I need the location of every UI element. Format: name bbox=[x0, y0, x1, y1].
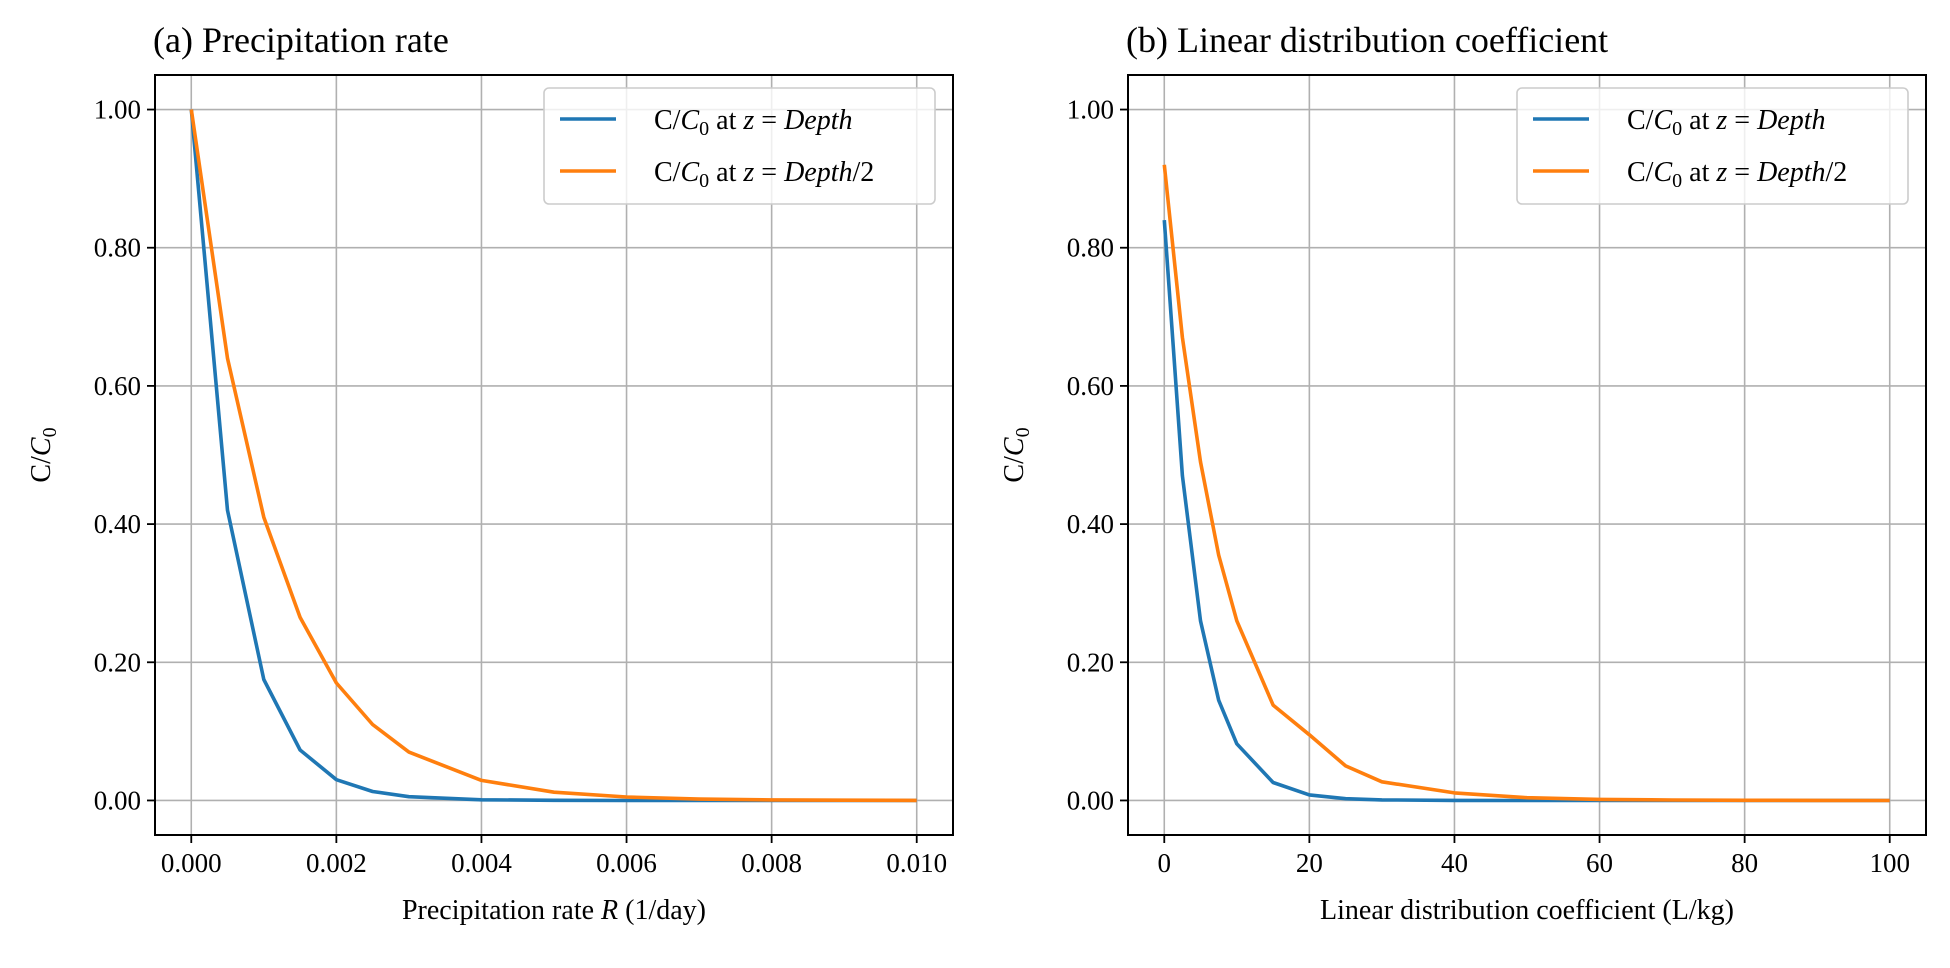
y-axis-label-var: C bbox=[26, 437, 57, 456]
legend-at: at bbox=[1682, 105, 1716, 136]
x-tick-label: 0.010 bbox=[886, 848, 947, 878]
legend-entry: C/C0 at z = Depth/2 bbox=[1627, 157, 1847, 192]
x-axis-label-main: Linear distribution coefficient (L/kg) bbox=[1320, 895, 1734, 926]
legend-entry: C/C0 at z = Depth/2 bbox=[654, 157, 874, 192]
series-line-half-depth bbox=[189, 109, 917, 803]
legend-sub: 0 bbox=[1672, 170, 1682, 192]
legend-eq: = bbox=[754, 105, 784, 136]
legend-var: C bbox=[1653, 157, 1672, 188]
legend-at: at bbox=[709, 157, 743, 188]
x-axis-label: Precipitation rate R (1/day) bbox=[402, 895, 706, 926]
y-axis-label-var: C bbox=[999, 437, 1030, 456]
x-tick-label: 80 bbox=[1731, 848, 1758, 878]
y-tick-label: 0.20 bbox=[94, 647, 141, 677]
series-line-depth bbox=[1162, 219, 1890, 803]
legend-suffix: /2 bbox=[853, 157, 875, 188]
legend-sub: 0 bbox=[699, 118, 709, 140]
legend-c: C/ bbox=[654, 157, 681, 188]
legend-entry: C/C0 at z = Depth bbox=[654, 105, 853, 140]
y-tick-label: 1.00 bbox=[94, 95, 141, 125]
panel-a: 0.000 0.002 0.004 0.006 0.008 0.010 0.00 0.20 0.… bbox=[26, 20, 954, 926]
legend-loc: Depth bbox=[783, 105, 852, 136]
axes-frame bbox=[1127, 74, 1927, 836]
x-axis-label-main: Precipitation rate bbox=[402, 895, 601, 926]
y-axis-label-c: C/ bbox=[26, 456, 57, 483]
legend-c: C/ bbox=[654, 105, 681, 136]
x-tick-label: 0.000 bbox=[161, 848, 222, 878]
panel-b: 0 20 40 60 80 100 0.00 0.20 0.40 0.60 0.80 1.00 (b) … bbox=[999, 20, 1927, 926]
x-tick-label: 60 bbox=[1586, 848, 1613, 878]
y-tick-label: 0.80 bbox=[94, 233, 141, 263]
legend-at: at bbox=[1682, 157, 1716, 188]
legend-loc: Depth bbox=[783, 157, 852, 188]
y-tick-label: 0.80 bbox=[1067, 233, 1114, 263]
legend-c: C/ bbox=[1627, 157, 1654, 188]
legend-sub: 0 bbox=[699, 170, 709, 192]
y-axis-label-c: C/ bbox=[999, 456, 1030, 483]
series-line-depth bbox=[189, 109, 917, 803]
legend-z: z bbox=[1715, 157, 1727, 188]
y-axis-label-sub: 0 bbox=[39, 427, 61, 437]
legend-eq: = bbox=[1727, 105, 1757, 136]
x-axis-label: Linear distribution coefficient (L/kg) bbox=[1320, 895, 1734, 926]
x-axis-label-var: R bbox=[600, 895, 618, 926]
legend-box bbox=[543, 87, 936, 205]
y-axis-label: C/C0 bbox=[26, 427, 61, 482]
legend-box bbox=[1516, 87, 1909, 205]
y-axis-label: C/C0 bbox=[999, 427, 1034, 482]
x-axis-label-unit: (1/day) bbox=[618, 895, 706, 926]
y-tick-label: 0.60 bbox=[94, 371, 141, 401]
legend-eq: = bbox=[1727, 157, 1757, 188]
x-tick-label: 0.002 bbox=[306, 848, 367, 878]
legend-var: C bbox=[680, 105, 699, 136]
y-tick-label: 0.40 bbox=[94, 509, 141, 539]
legend-eq: = bbox=[754, 157, 784, 188]
y-tick-label: 1.00 bbox=[1067, 95, 1114, 125]
y-tick-label: 0.00 bbox=[1067, 785, 1114, 815]
y-tick-label: 0.60 bbox=[1067, 371, 1114, 401]
axes-frame bbox=[154, 74, 954, 836]
chart-title: (b) Linear distribution coefficient bbox=[1126, 20, 1608, 60]
x-tick-label: 0 bbox=[1158, 848, 1172, 878]
legend-c: C/ bbox=[1627, 105, 1654, 136]
y-tick-label: 0.20 bbox=[1067, 647, 1114, 677]
series-line-half-depth bbox=[1162, 164, 1890, 803]
x-tick-label: 100 bbox=[1869, 848, 1910, 878]
legend-entry: C/C0 at z = Depth bbox=[1627, 105, 1826, 140]
x-tick-label: 0.004 bbox=[451, 848, 512, 878]
legend-z: z bbox=[742, 157, 754, 188]
chart-title: (a) Precipitation rate bbox=[153, 20, 449, 60]
legend-loc: Depth bbox=[1756, 105, 1825, 136]
y-tick-label: 0.00 bbox=[94, 785, 141, 815]
legend-suffix: /2 bbox=[1826, 157, 1848, 188]
legend-at: at bbox=[709, 105, 743, 136]
legend-loc: Depth bbox=[1756, 157, 1825, 188]
y-tick-label: 0.40 bbox=[1067, 509, 1114, 539]
legend-var: C bbox=[1653, 105, 1672, 136]
x-tick-label: 40 bbox=[1441, 848, 1468, 878]
x-tick-label: 20 bbox=[1296, 848, 1323, 878]
legend-z: z bbox=[1715, 105, 1727, 136]
y-axis-label-sub: 0 bbox=[1012, 427, 1034, 437]
x-tick-label: 0.006 bbox=[596, 848, 657, 878]
legend-sub: 0 bbox=[1672, 118, 1682, 140]
legend-z: z bbox=[742, 105, 754, 136]
legend-var: C bbox=[680, 157, 699, 188]
x-tick-label: 0.008 bbox=[741, 848, 802, 878]
